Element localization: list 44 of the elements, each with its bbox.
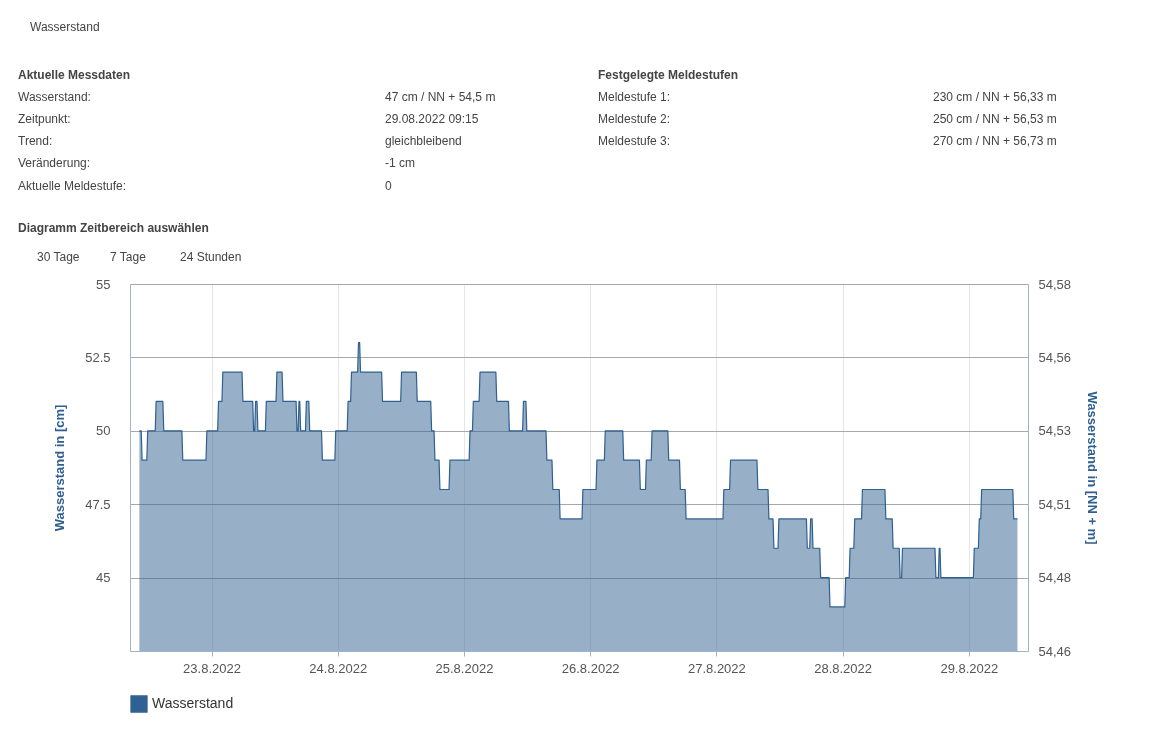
y2-tick-label: 54,48 bbox=[1038, 570, 1072, 586]
text: 29.08.2022 09:15 bbox=[385, 112, 479, 126]
text: Zeitpunkt: bbox=[18, 112, 71, 126]
text: 7 Tage bbox=[110, 250, 147, 264]
text: 47 cm / NN + 54,5 m bbox=[385, 90, 496, 104]
text: Meldestufe 1: bbox=[598, 90, 671, 104]
text: Wasserstand bbox=[30, 20, 100, 34]
text: Meldestufe 3: bbox=[598, 134, 671, 148]
y2-tick-label: 54,51 bbox=[1038, 496, 1072, 512]
text: Festgelegte Meldestufen bbox=[598, 68, 739, 82]
text: Aktuelle Meldestufe: bbox=[18, 179, 127, 193]
y-axis-title: Wasserstand in [cm] bbox=[52, 404, 68, 532]
text: -1 cm bbox=[385, 156, 415, 170]
x-tick-label: 28.8.2022 bbox=[814, 660, 873, 676]
text: 270 cm / NN + 56,73 m bbox=[933, 134, 1057, 148]
y-tick-label: 47.5 bbox=[85, 496, 111, 512]
x-tick-label: 25.8.2022 bbox=[435, 660, 494, 676]
y2-tick-label: 54,56 bbox=[1038, 349, 1072, 365]
text: 250 cm / NN + 56,53 m bbox=[933, 112, 1057, 126]
y-tick-label: 52.5 bbox=[85, 349, 111, 365]
y2-axis-title: Wasserstand in [NN + m] bbox=[1085, 391, 1101, 545]
legend-label: Wasserstand bbox=[152, 695, 234, 711]
y2-tick-label: 54,58 bbox=[1038, 276, 1072, 292]
x-tick-label: 24.8.2022 bbox=[309, 660, 368, 676]
text: Trend: bbox=[18, 134, 53, 148]
text: 0 bbox=[385, 179, 392, 193]
y-tick-label: 45 bbox=[96, 570, 111, 586]
text: gleichbleibend bbox=[385, 134, 462, 148]
x-tick-label: 26.8.2022 bbox=[561, 660, 620, 676]
text: Meldestufe 2: bbox=[598, 112, 671, 126]
text: Aktuelle Messdaten bbox=[18, 68, 131, 82]
text: Veränderung: bbox=[18, 156, 91, 170]
x-tick-label: 23.8.2022 bbox=[183, 660, 241, 676]
x-tick-label: 27.8.2022 bbox=[687, 660, 746, 676]
text: 24 Stunden bbox=[180, 250, 242, 264]
text: Wasserstand: bbox=[18, 90, 91, 104]
y-tick-label: 55 bbox=[96, 276, 111, 292]
y2-tick-label: 54,46 bbox=[1038, 643, 1072, 659]
x-tick-label: 29.8.2022 bbox=[940, 660, 999, 676]
y2-tick-label: 54,53 bbox=[1038, 423, 1072, 439]
text: Diagramm Zeitbereich auswählen bbox=[18, 221, 209, 235]
text: 230 cm / NN + 56,33 m bbox=[933, 90, 1057, 104]
text: 30 Tage bbox=[37, 250, 80, 264]
y-tick-label: 50 bbox=[96, 423, 111, 439]
